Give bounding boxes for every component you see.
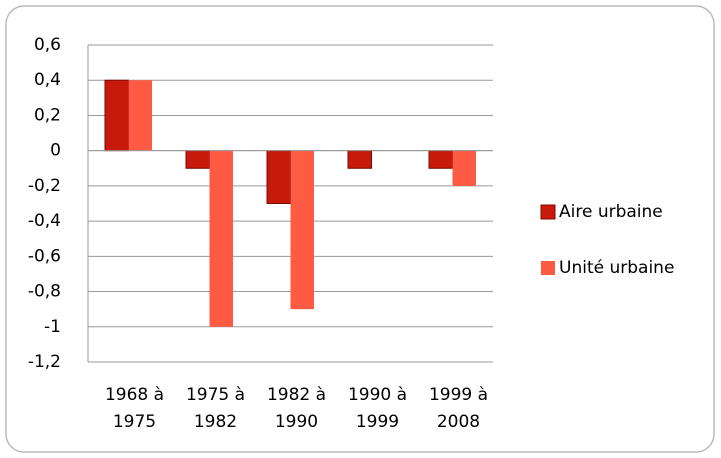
x-tick-label: 1968 à 1975 (104, 385, 165, 432)
y-tick-label: -0,2 (28, 176, 61, 196)
bar (185, 150, 210, 169)
y-tick-label: 0 (50, 141, 61, 161)
legend-swatch (541, 261, 555, 275)
bar (428, 150, 453, 169)
bar (452, 150, 476, 186)
x-tick-label: 1990 à 1999 (347, 385, 408, 432)
bar (290, 150, 314, 310)
bar (104, 79, 129, 152)
y-tick-label: -1,2 (28, 352, 61, 372)
y-tick-label: 0,4 (34, 70, 61, 90)
y-tick-label: -0,8 (28, 282, 61, 302)
x-tick-label: 1999 à 2008 (428, 385, 489, 432)
y-tick-label: -0,4 (28, 211, 61, 231)
x-tick-label: 1982 à 1990 (266, 385, 327, 432)
legend-label: Aire urbaine (559, 202, 663, 222)
chart-border (5, 5, 715, 453)
bar (209, 150, 233, 327)
x-tick-label: 1975 à 1982 (185, 385, 246, 432)
bar (128, 80, 152, 151)
y-tick-label: 0,6 (34, 35, 61, 55)
legend-swatch (540, 204, 556, 220)
y-tick-label: 0,2 (34, 105, 61, 125)
bar (347, 150, 372, 169)
y-tick-label: -1 (44, 317, 61, 337)
bar (266, 150, 291, 205)
legend-label: Unité urbaine (559, 258, 674, 278)
y-tick-label: -0,6 (28, 246, 61, 266)
